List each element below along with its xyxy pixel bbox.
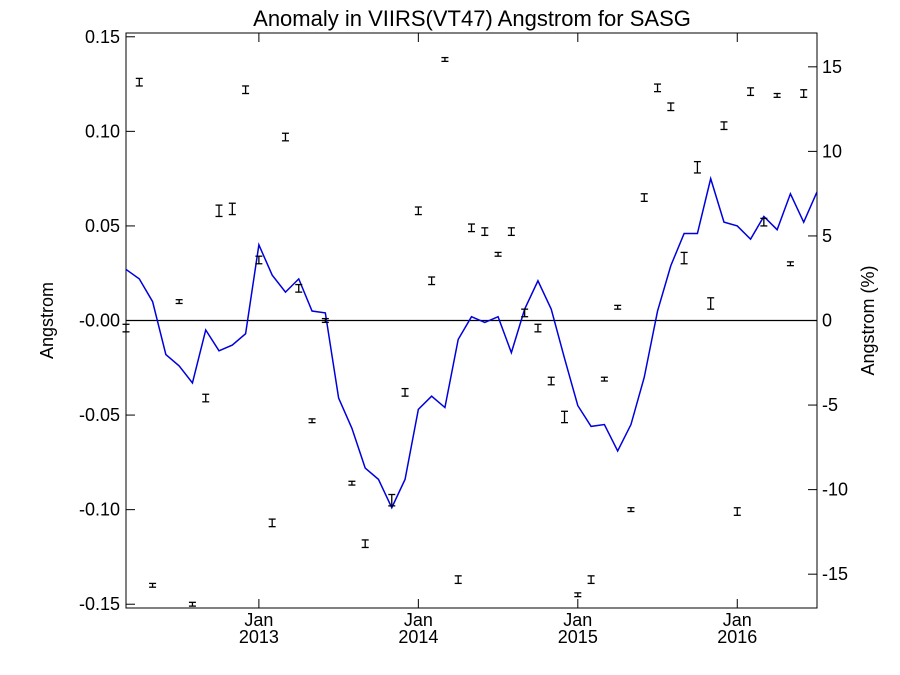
errorbar-point [215,204,223,218]
errorbar-point [228,202,236,216]
errorbar-point [600,376,608,382]
x-tick-label-month: Jan [404,610,433,630]
errorbar-point [654,83,662,93]
anomaly-line [126,175,817,510]
errorbar-point [321,317,329,324]
errorbar-point [667,102,675,112]
errorbar-point [614,304,622,310]
errorbar-point [521,308,529,318]
y-tick-label-right: -5 [822,395,838,415]
errorbar-point [135,77,143,87]
errorbar-point [188,601,196,607]
errorbar-point [454,575,462,585]
errorbar-point [534,323,542,333]
errorbar-point [281,132,289,142]
errorbar-point [627,507,635,513]
errorbar-point [441,56,449,63]
errorbar-point [574,592,582,598]
errorbar-point [268,518,276,528]
errorbar-point [800,89,808,98]
axis-ticks: 0.15 0.10 0.05 -0.00 -0.05 -0.10 -0.15 15 10 5 0 -5… [79,27,848,647]
errorbar-point [242,85,250,95]
errorbar-point [175,299,183,305]
y-tick-label-left: -0.05 [79,405,120,425]
y-tick-label-left: -0.10 [79,500,120,520]
y-tick-label-left: 0.15 [85,27,120,47]
errorbar-point [786,261,794,267]
errorbar-point [587,575,595,585]
y-tick-label-left: -0.15 [79,594,120,614]
errorbar-point [468,223,475,233]
errorbar-point [494,251,502,257]
errorbar-point [693,160,701,174]
errorbar-point [388,493,396,507]
y-tick-label-right: -10 [822,480,848,500]
errorbar-point [507,227,515,237]
x-tick-label-year: 2013 [239,627,279,647]
errorbar-point [707,297,715,310]
errorbar-point [401,387,409,397]
errorbar-point [255,255,263,265]
y-axis-label-left: Angstrom [37,282,57,359]
errorbar-point [348,480,356,486]
errorbar-point [547,376,555,386]
errorbar-point [640,193,648,202]
errorbar-point [414,206,422,216]
x-tick-label-year: 2016 [717,627,757,647]
errorbar-point [149,582,157,588]
errorbar-point [122,323,130,333]
errorbar-point [773,92,781,98]
errorbar-point [361,539,369,549]
y-tick-label-right: -15 [822,564,848,584]
errorbar-point [308,418,316,424]
errorbar-point [481,227,489,237]
x-tick-label-year: 2014 [398,627,438,647]
chart-title: Anomaly in VIIRS(VT47) Angstrom for SASG [253,6,691,31]
y-tick-label-right: 10 [822,141,842,161]
y-tick-label-right: 5 [822,226,832,246]
y-tick-label-left: 0.05 [85,216,120,236]
y-tick-label-left: -0.00 [79,311,120,331]
errorbar-point [428,276,436,286]
errorbar-point [760,217,768,227]
y-axis-label-right: Angstrom (%) [858,265,878,375]
errorbar-point [202,393,210,403]
y-tick-label-right: 0 [822,311,832,331]
data-marks [122,56,817,607]
x-tick-label-month: Jan [723,610,752,630]
x-tick-label-month: Jan [563,610,592,630]
errorbar-point [733,507,741,516]
errorbar-point [747,87,755,97]
x-tick-label-year: 2015 [558,627,598,647]
errorbar-point [561,410,569,424]
errorbar-point [295,283,303,293]
errorbar-point [720,121,728,131]
x-tick-label-month: Jan [244,610,273,630]
y-tick-label-right: 15 [822,57,842,77]
errorbar-point [680,251,688,265]
y-tick-label-left: 0.10 [85,121,120,141]
